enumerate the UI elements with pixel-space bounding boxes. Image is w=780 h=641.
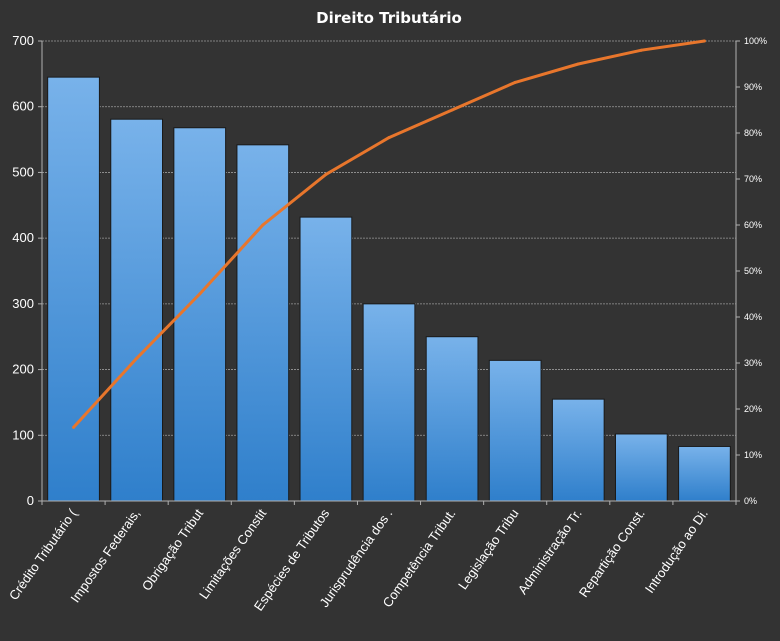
bar [299, 216, 353, 502]
line-point [513, 80, 517, 84]
y-tick-label: 0 [27, 493, 34, 508]
bars [47, 76, 731, 502]
y-axis-ticks: 0 100 200 300 400 500 600 700 [12, 33, 34, 508]
y2-tick-label: 60% [744, 220, 762, 230]
x-tick-label: Obrigação Tribut [139, 506, 207, 594]
line-point [198, 292, 202, 296]
y2-axis-ticks: 0% 10% 20% 30% 40% 50% 60% 70% 80% 90% 100% [744, 36, 767, 506]
axes [38, 40, 740, 505]
bar [362, 303, 416, 502]
x-tick-label: Limitações Constit [196, 506, 269, 602]
x-tick-label: Repartição Const. [576, 506, 648, 600]
x-tick-label: Legislação Tribu [455, 506, 522, 592]
line-point [639, 48, 643, 52]
y-tick-label: 500 [12, 164, 34, 179]
y2-tick-label: 50% [744, 266, 762, 276]
bar [614, 433, 668, 502]
y2-tick-label: 30% [744, 358, 762, 368]
bar [678, 445, 731, 502]
line-point [135, 356, 139, 360]
bar [425, 336, 479, 502]
chart-title: Direito Tributário [316, 9, 462, 27]
y-tick-label: 300 [12, 296, 34, 311]
y-tick-label: 400 [12, 230, 34, 245]
x-tick-label: Introdução ao Di. [642, 506, 711, 596]
line-point [576, 62, 580, 66]
line-point [324, 172, 328, 176]
y2-tick-label: 100% [744, 36, 767, 46]
y-tick-label: 700 [12, 33, 34, 48]
bar [488, 359, 542, 502]
bar [551, 398, 605, 502]
line-point [450, 108, 454, 112]
bar [236, 144, 290, 502]
x-tick-label: Administração Tr. [515, 506, 585, 597]
bar [110, 118, 164, 502]
y2-tick-label: 80% [744, 128, 762, 138]
y2-tick-label: 20% [744, 404, 762, 414]
y-tick-label: 600 [12, 99, 34, 114]
x-axis-ticks: Crédito Tributário (Impostos Federais,Ob… [6, 506, 711, 614]
x-tick-label: Crédito Tributário ( [6, 506, 80, 603]
bar [173, 127, 227, 502]
bar [47, 76, 100, 502]
x-tick-label: Competência Tribut. [380, 506, 459, 610]
line-point [387, 136, 391, 140]
y2-tick-label: 70% [744, 174, 762, 184]
cumulative-line [72, 39, 706, 429]
y2-tick-label: 0% [744, 496, 757, 506]
line-point [72, 425, 76, 429]
y-tick-label: 200 [12, 362, 34, 377]
y2-tick-label: 10% [744, 450, 762, 460]
x-tick-label: Impostos Federais, [67, 506, 143, 605]
y2-tick-label: 90% [744, 82, 762, 92]
line-point [261, 223, 265, 227]
y2-tick-label: 40% [744, 312, 762, 322]
y-tick-label: 100 [12, 427, 34, 442]
line-point [702, 39, 706, 43]
